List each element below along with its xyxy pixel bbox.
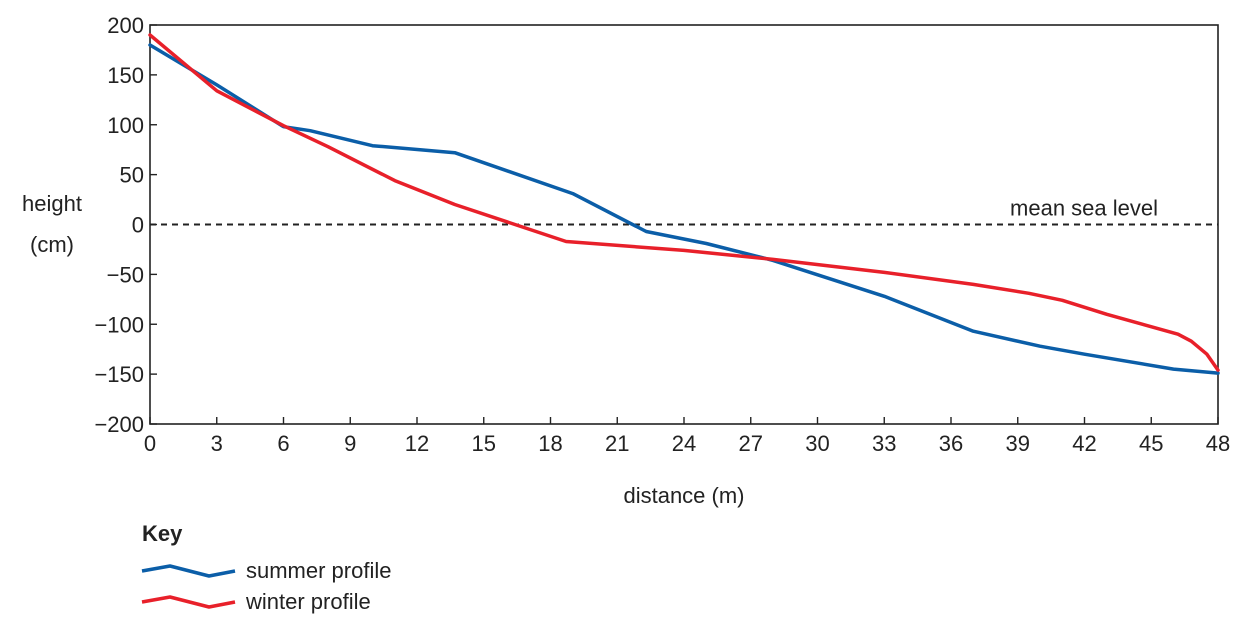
x-tick-label: 42: [1072, 431, 1096, 456]
legend: Key summer profile winter profile: [141, 521, 391, 614]
legend-label-winter-profile: winter profile: [245, 589, 371, 614]
x-tick-label: 12: [405, 431, 429, 456]
legend-label-summer-profile: summer profile: [246, 558, 391, 583]
y-tick-label: −200: [94, 412, 144, 437]
y-axis-label-line2: (cm): [30, 232, 74, 257]
y-tick-label: −50: [107, 262, 144, 287]
x-tick-label: 48: [1206, 431, 1230, 456]
series: [148, 33, 1220, 375]
legend-swatch-winter-profile: [141, 595, 236, 609]
y-tick-label: 0: [132, 213, 144, 238]
x-tick-label: 39: [1006, 431, 1030, 456]
x-axis-label: distance (m): [623, 483, 744, 508]
y-axis-label-line1: height: [22, 191, 82, 216]
x-tick-label: 27: [739, 431, 763, 456]
x-tick-label: 24: [672, 431, 696, 456]
legend-swatch-summer-profile: [141, 564, 236, 578]
y-tick-label: 200: [107, 13, 144, 38]
winter-profile-line: [148, 33, 1220, 372]
x-tick-label: 45: [1139, 431, 1163, 456]
y-axis-ticks: 200 150 100 50 0 −50 −100 −150 −200: [94, 13, 157, 437]
y-tick-label: −100: [94, 312, 144, 337]
x-tick-label: 6: [277, 431, 289, 456]
x-axis-ticks: 0 3 6 9 12 15 18 21 24 27 30 33 36 39 42 45 48: [144, 417, 1230, 456]
summer-profile-line: [148, 43, 1220, 375]
legend-title: Key: [142, 521, 183, 546]
x-tick-label: 18: [538, 431, 562, 456]
x-tick-label: 9: [344, 431, 356, 456]
y-tick-label: 100: [107, 113, 144, 138]
legend-items: summer profile winter profile: [141, 558, 391, 614]
y-tick-label: 150: [107, 63, 144, 88]
x-tick-label: 21: [605, 431, 629, 456]
x-tick-label: 3: [211, 431, 223, 456]
y-tick-label: 50: [120, 163, 144, 188]
x-tick-label: 30: [805, 431, 829, 456]
x-tick-label: 36: [939, 431, 963, 456]
x-tick-label: 0: [144, 431, 156, 456]
x-tick-label: 15: [472, 431, 496, 456]
mean-sea-level-label: mean sea level: [1010, 196, 1158, 221]
x-tick-label: 33: [872, 431, 896, 456]
y-tick-label: −150: [94, 362, 144, 387]
